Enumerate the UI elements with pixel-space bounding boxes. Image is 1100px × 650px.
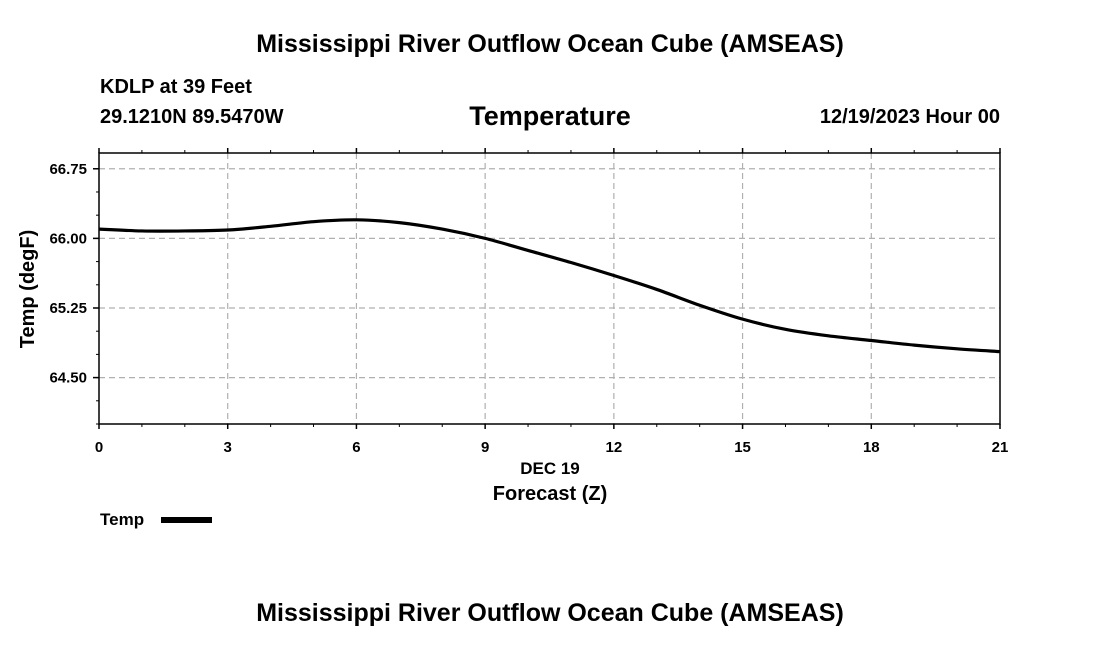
station-label: KDLP at 39 Feet (100, 76, 252, 98)
x-tick-label: 3 (224, 439, 232, 456)
x-tick-label: 21 (992, 439, 1009, 456)
legend-label: Temp (100, 510, 145, 529)
x-tick-label: 6 (352, 439, 360, 456)
coordinates-label: 29.1210N 89.5470W (100, 106, 284, 128)
forecast-datetime: 12/19/2023 Hour 00 (819, 106, 1000, 128)
x-tick-label: 9 (481, 439, 489, 456)
axis-ticks: 0 3 6 9 12 15 18 21 64.50 65.25 66.00 66.75 (49, 148, 1008, 456)
legend-swatch (161, 517, 212, 523)
temp-series-line (98, 218, 1001, 354)
y-axis-title: Temp (degF) (17, 230, 39, 349)
chart-subtitle: Temperature (469, 101, 631, 131)
x-axis-date-label: DEC 19 (520, 459, 580, 478)
y-tick-label: 64.50 (49, 370, 87, 387)
x-tick-label: 18 (863, 439, 880, 456)
x-axis-title: Forecast (Z) (493, 483, 607, 505)
axis-labels: DEC 19 Forecast (Z) Temp (degF) (17, 230, 607, 505)
chart-main-title: Mississippi River Outflow Ocean Cube (AM… (256, 30, 844, 58)
y-tick-label: 65.25 (49, 300, 87, 317)
x-tick-label: 15 (734, 439, 751, 456)
y-tick-label: 66.00 (49, 230, 87, 247)
series-layer (98, 218, 1001, 354)
footer-title: Mississippi River Outflow Ocean Cube (AM… (256, 599, 844, 627)
plot-frame (98, 152, 1001, 425)
grid-lines (99, 153, 1000, 424)
x-tick-label: 12 (606, 439, 623, 456)
y-tick-label: 66.75 (49, 161, 87, 178)
x-tick-label: 0 (95, 439, 103, 456)
